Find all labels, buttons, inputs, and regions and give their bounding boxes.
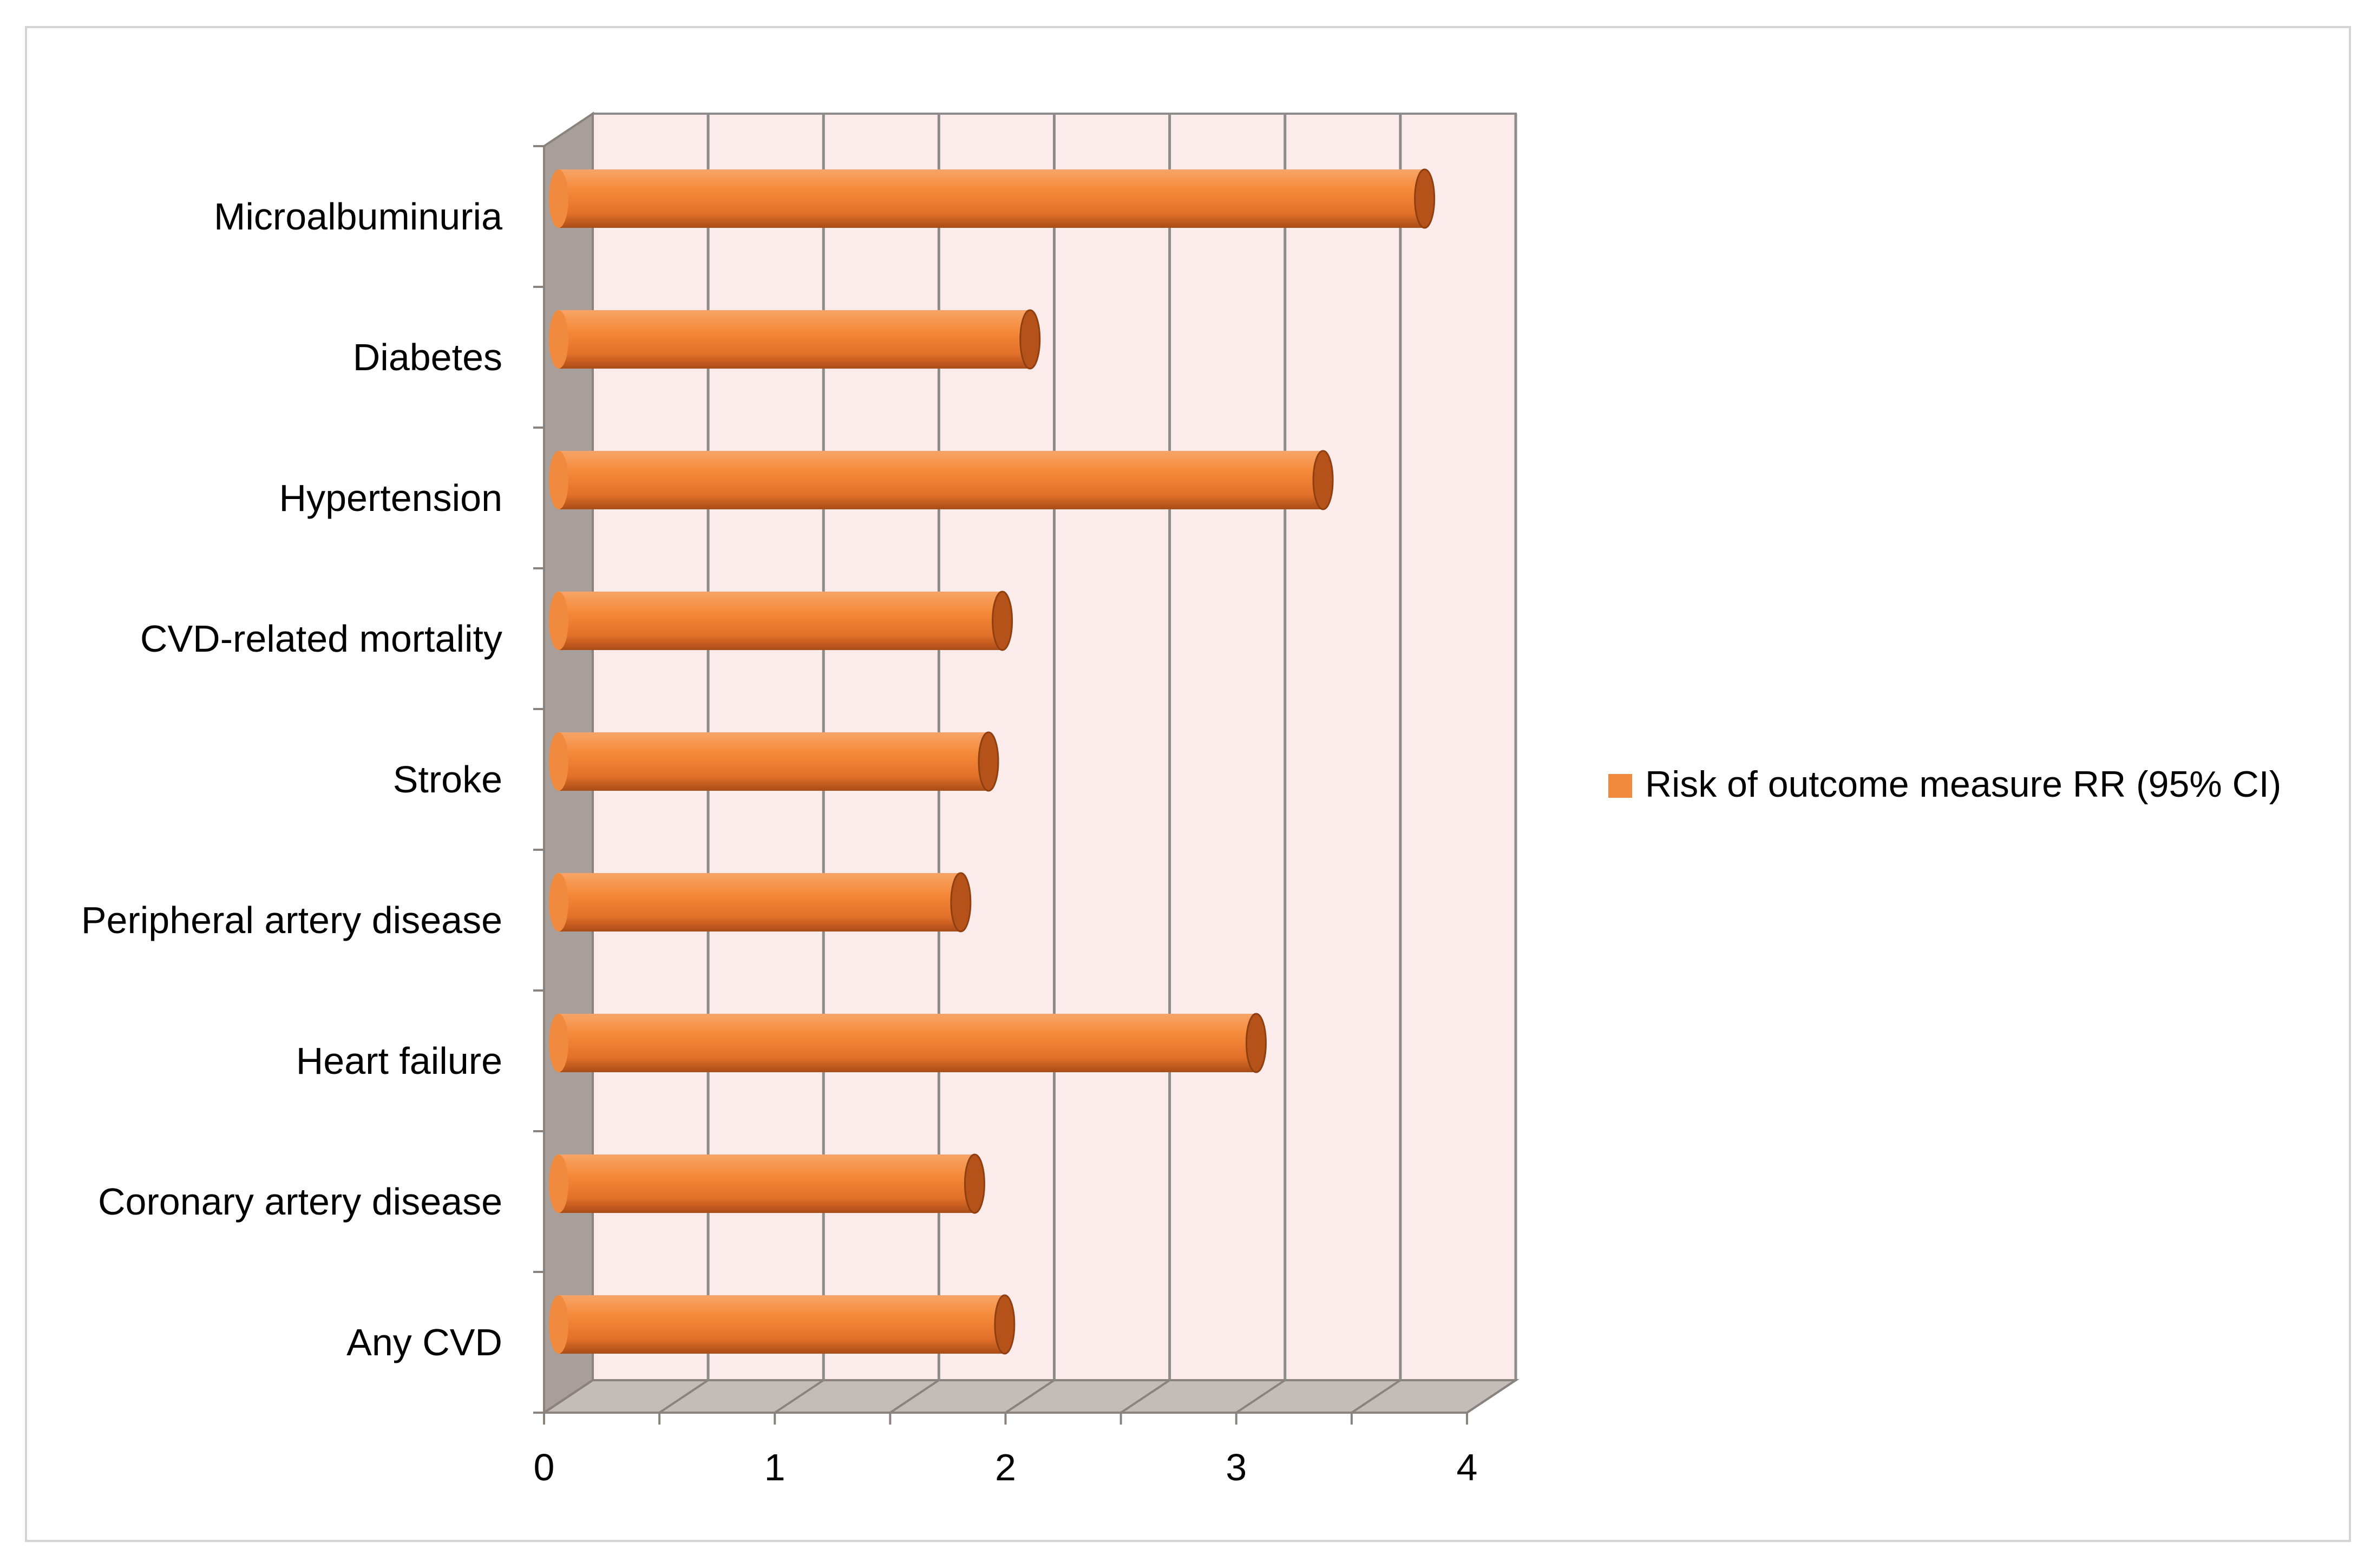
bar-body xyxy=(559,592,1003,650)
bar xyxy=(549,872,972,933)
floor-gridline xyxy=(1120,1379,1170,1414)
bar xyxy=(549,1153,985,1214)
category-label: Hypertension xyxy=(279,477,502,519)
bar-cap xyxy=(964,1153,985,1214)
legend-swatch xyxy=(1608,774,1632,798)
bar-body xyxy=(559,169,1425,228)
bar xyxy=(549,731,999,792)
bar xyxy=(549,1013,1267,1073)
bar-cap xyxy=(994,1294,1016,1355)
bar-body xyxy=(559,732,989,791)
x-tick-label: 3 xyxy=(1226,1446,1247,1488)
category-labels: Microalbuminuria Diabetes Hypertension CVD-… xyxy=(81,195,502,1363)
bar xyxy=(549,168,1436,229)
bar-cap xyxy=(1019,309,1041,370)
category-label: Diabetes xyxy=(353,336,502,378)
bar-base xyxy=(549,451,568,509)
legend-label: Risk of outcome measure RR (95% CI) xyxy=(1645,764,2281,805)
bar-base xyxy=(549,873,568,931)
x-tick-label: 4 xyxy=(1457,1446,1478,1488)
floor-gridline xyxy=(1005,1379,1055,1414)
bar-base xyxy=(549,592,568,650)
category-label: CVD-related mortality xyxy=(140,618,502,660)
bar xyxy=(549,1294,1016,1355)
bar-cap xyxy=(1414,168,1436,229)
x-tick-label: 0 xyxy=(534,1446,555,1488)
category-label: Any CVD xyxy=(346,1321,502,1363)
floor-gridline xyxy=(543,1379,594,1414)
bar-body xyxy=(559,1014,1256,1072)
bar-base xyxy=(549,732,568,791)
bar-base xyxy=(549,1154,568,1213)
bar-base xyxy=(549,169,568,228)
bar-base xyxy=(549,1014,568,1072)
bars xyxy=(549,168,1436,1355)
bar-cap xyxy=(950,872,972,933)
floor-gridline xyxy=(659,1379,709,1414)
bar-base xyxy=(549,1295,568,1354)
bar xyxy=(549,450,1334,510)
bar-body xyxy=(559,1154,975,1213)
bar-body xyxy=(559,310,1030,369)
category-label: Heart failure xyxy=(296,1040,502,1082)
bar-body xyxy=(559,451,1324,509)
bar-cap xyxy=(1312,450,1334,510)
category-label: Stroke xyxy=(393,758,502,801)
bar xyxy=(549,309,1041,370)
legend: Risk of outcome measure RR (95% CI) xyxy=(1608,764,2281,805)
bar-body xyxy=(559,1295,1005,1354)
bar-cap xyxy=(992,591,1013,651)
floor-gridline xyxy=(1466,1379,1517,1414)
bar-body xyxy=(559,873,961,931)
bar-cap xyxy=(978,731,999,792)
category-label: Microalbuminuria xyxy=(214,195,502,238)
bar-cap xyxy=(1245,1013,1267,1073)
floor-gridline xyxy=(1235,1379,1286,1414)
bar-base xyxy=(549,310,568,369)
floor-gridline xyxy=(1351,1379,1401,1414)
x-tick-label: 1 xyxy=(764,1446,785,1488)
category-label: Coronary artery disease xyxy=(98,1180,502,1223)
floor-gridline xyxy=(774,1379,824,1414)
x-axis: 0 1 2 3 4 xyxy=(534,1446,1478,1488)
bar xyxy=(549,591,1013,651)
x-tick-label: 2 xyxy=(995,1446,1016,1488)
floor-gridline xyxy=(889,1379,940,1414)
category-label: Peripheral artery disease xyxy=(81,899,502,941)
